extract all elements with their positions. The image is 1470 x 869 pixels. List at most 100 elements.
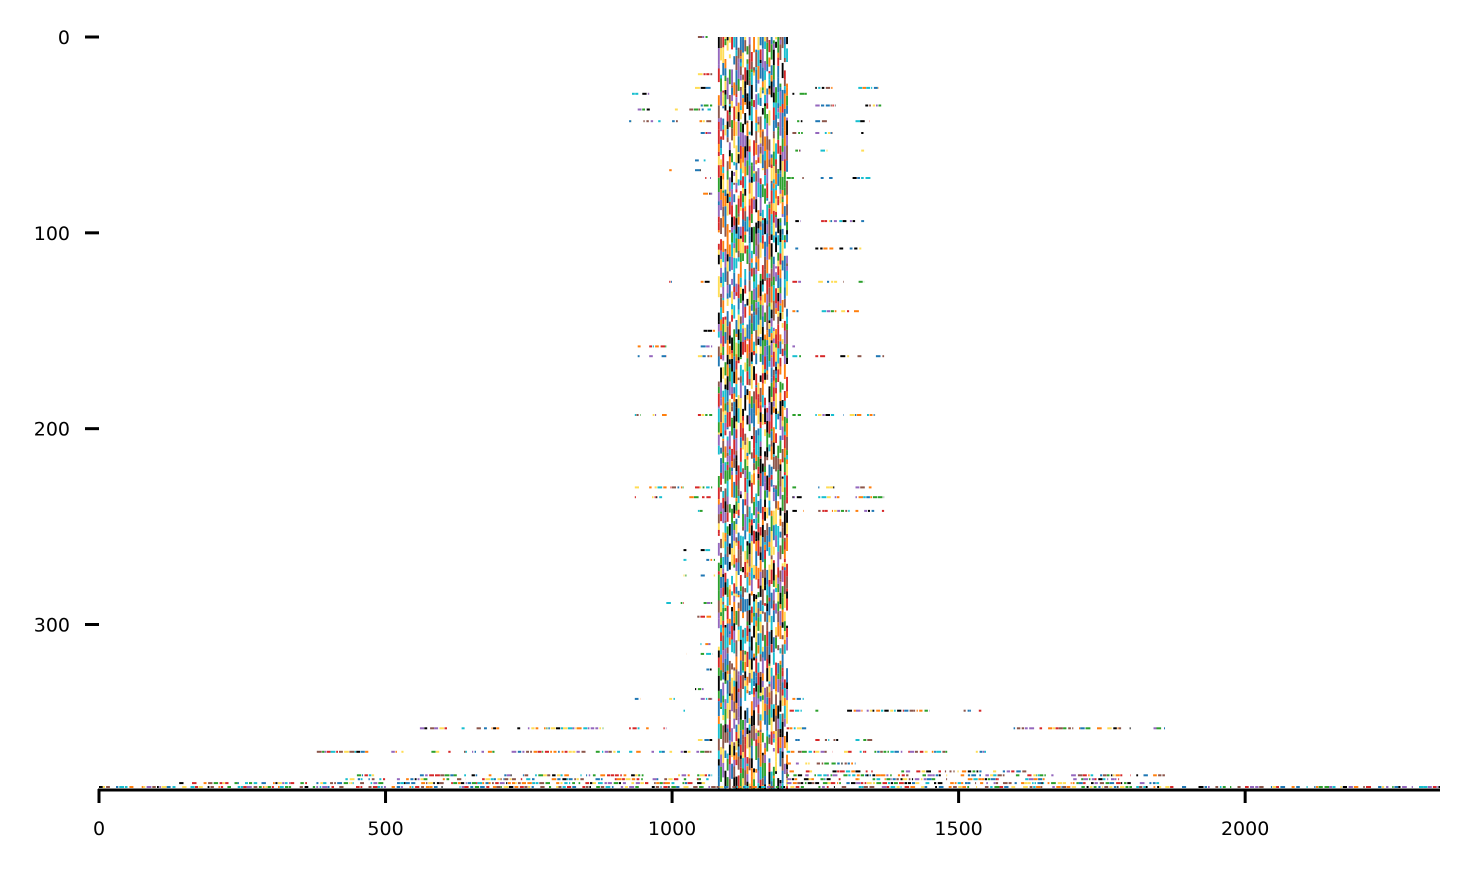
heatmap-cell — [753, 199, 755, 210]
heatmap-cell — [726, 496, 729, 505]
heatmap-cell — [724, 410, 727, 415]
heatmap-cell — [772, 138, 775, 152]
heatmap-cell — [429, 786, 433, 788]
heatmap-cell — [464, 750, 466, 753]
heatmap-cell — [777, 369, 780, 382]
heatmap-cell — [742, 499, 744, 515]
heatmap-cell — [779, 733, 782, 738]
heatmap-cell — [766, 507, 769, 519]
heatmap-cell — [975, 750, 978, 753]
heatmap-cell — [750, 591, 753, 596]
heatmap-cell — [391, 786, 395, 788]
heatmap-cell — [772, 120, 775, 132]
heatmap-cell — [742, 162, 744, 174]
heatmap-cell — [720, 538, 722, 549]
heatmap-cell — [726, 239, 729, 255]
heatmap-cell — [863, 750, 865, 753]
heatmap-cell — [861, 786, 864, 788]
heatmap-cell — [961, 782, 964, 785]
heatmap-cell — [750, 580, 753, 592]
heatmap-cell — [731, 358, 733, 372]
heatmap-cell — [1156, 782, 1160, 785]
heatmap-cell — [757, 645, 760, 654]
heatmap-cell — [700, 86, 706, 89]
heatmap-cell — [764, 151, 766, 161]
heatmap-cell — [724, 522, 727, 533]
heatmap-cell — [779, 287, 782, 294]
heatmap-cell — [775, 508, 777, 525]
heatmap-cell — [761, 605, 764, 612]
heatmap-cell — [779, 334, 782, 342]
heatmap-cell — [218, 786, 220, 788]
heatmap-cell — [457, 778, 462, 781]
heatmap-cell — [739, 410, 742, 423]
heatmap-cell — [768, 665, 771, 682]
heatmap-cell — [764, 499, 766, 508]
heatmap-cell — [1124, 782, 1127, 785]
heatmap-cell — [775, 414, 777, 430]
heatmap-cell — [1208, 786, 1210, 788]
heatmap-cell — [766, 786, 770, 788]
heatmap-cell — [1143, 774, 1148, 777]
heatmap-cell — [722, 672, 725, 680]
heatmap-cell — [886, 774, 889, 777]
heatmap-cell — [726, 512, 729, 522]
heatmap-cell — [768, 686, 771, 693]
heatmap-cell — [1219, 786, 1222, 788]
heatmap-cell — [742, 52, 744, 68]
heatmap-cell — [737, 495, 740, 504]
heatmap-cell — [726, 455, 729, 462]
heatmap-cell — [720, 343, 722, 353]
heatmap-cell — [759, 87, 762, 98]
heatmap-cell — [735, 384, 738, 398]
heatmap-cell — [919, 750, 924, 753]
heatmap-cell — [781, 597, 784, 610]
heatmap-cell — [777, 218, 780, 234]
heatmap-cell — [753, 696, 755, 711]
heatmap-cell — [750, 250, 753, 259]
heatmap-cell — [726, 777, 729, 787]
heatmap-cell — [735, 610, 738, 625]
heatmap-cell — [622, 778, 625, 781]
heatmap-cell — [1153, 786, 1156, 788]
heatmap-cell — [544, 750, 549, 753]
heatmap-cell — [831, 509, 833, 512]
heatmap-cell — [926, 770, 931, 773]
heatmap-cell — [761, 90, 764, 94]
heatmap-cell — [931, 778, 936, 781]
heatmap-cell — [781, 62, 784, 79]
heatmap-cell — [766, 490, 769, 498]
heatmap-cell — [750, 636, 753, 651]
heatmap-cell — [1432, 786, 1437, 788]
heatmap-cell — [753, 768, 755, 773]
heatmap-cell — [646, 727, 649, 730]
heatmap-cell — [722, 49, 725, 63]
heatmap-cell — [533, 750, 537, 753]
heatmap-cell — [761, 687, 764, 696]
heatmap-cell — [428, 782, 433, 785]
heatmap-cell — [731, 242, 733, 257]
heatmap-cell — [425, 774, 428, 777]
heatmap-cell — [697, 615, 700, 618]
heatmap-cell — [459, 786, 461, 788]
heatmap-cell — [720, 37, 722, 49]
heatmap-cell — [687, 750, 691, 753]
heatmap-cell — [781, 89, 784, 93]
heatmap-cell — [724, 94, 727, 105]
heatmap-cell — [869, 414, 873, 416]
heatmap-cell — [439, 782, 444, 785]
heatmap-row — [669, 280, 865, 283]
heatmap-cell — [717, 165, 720, 178]
heatmap-cell — [783, 217, 786, 226]
heatmap-cell — [480, 786, 484, 788]
heatmap-cell — [1398, 786, 1401, 788]
heatmap-cell — [739, 66, 742, 69]
heatmap-cell — [783, 562, 786, 568]
heatmap-cell — [759, 49, 762, 60]
heatmap-cell — [722, 422, 725, 439]
heatmap-cell — [395, 750, 397, 753]
heatmap-cell — [815, 120, 821, 123]
heatmap-cell — [1149, 782, 1152, 785]
heatmap-cell — [708, 786, 711, 788]
heatmap-cell — [770, 717, 773, 732]
